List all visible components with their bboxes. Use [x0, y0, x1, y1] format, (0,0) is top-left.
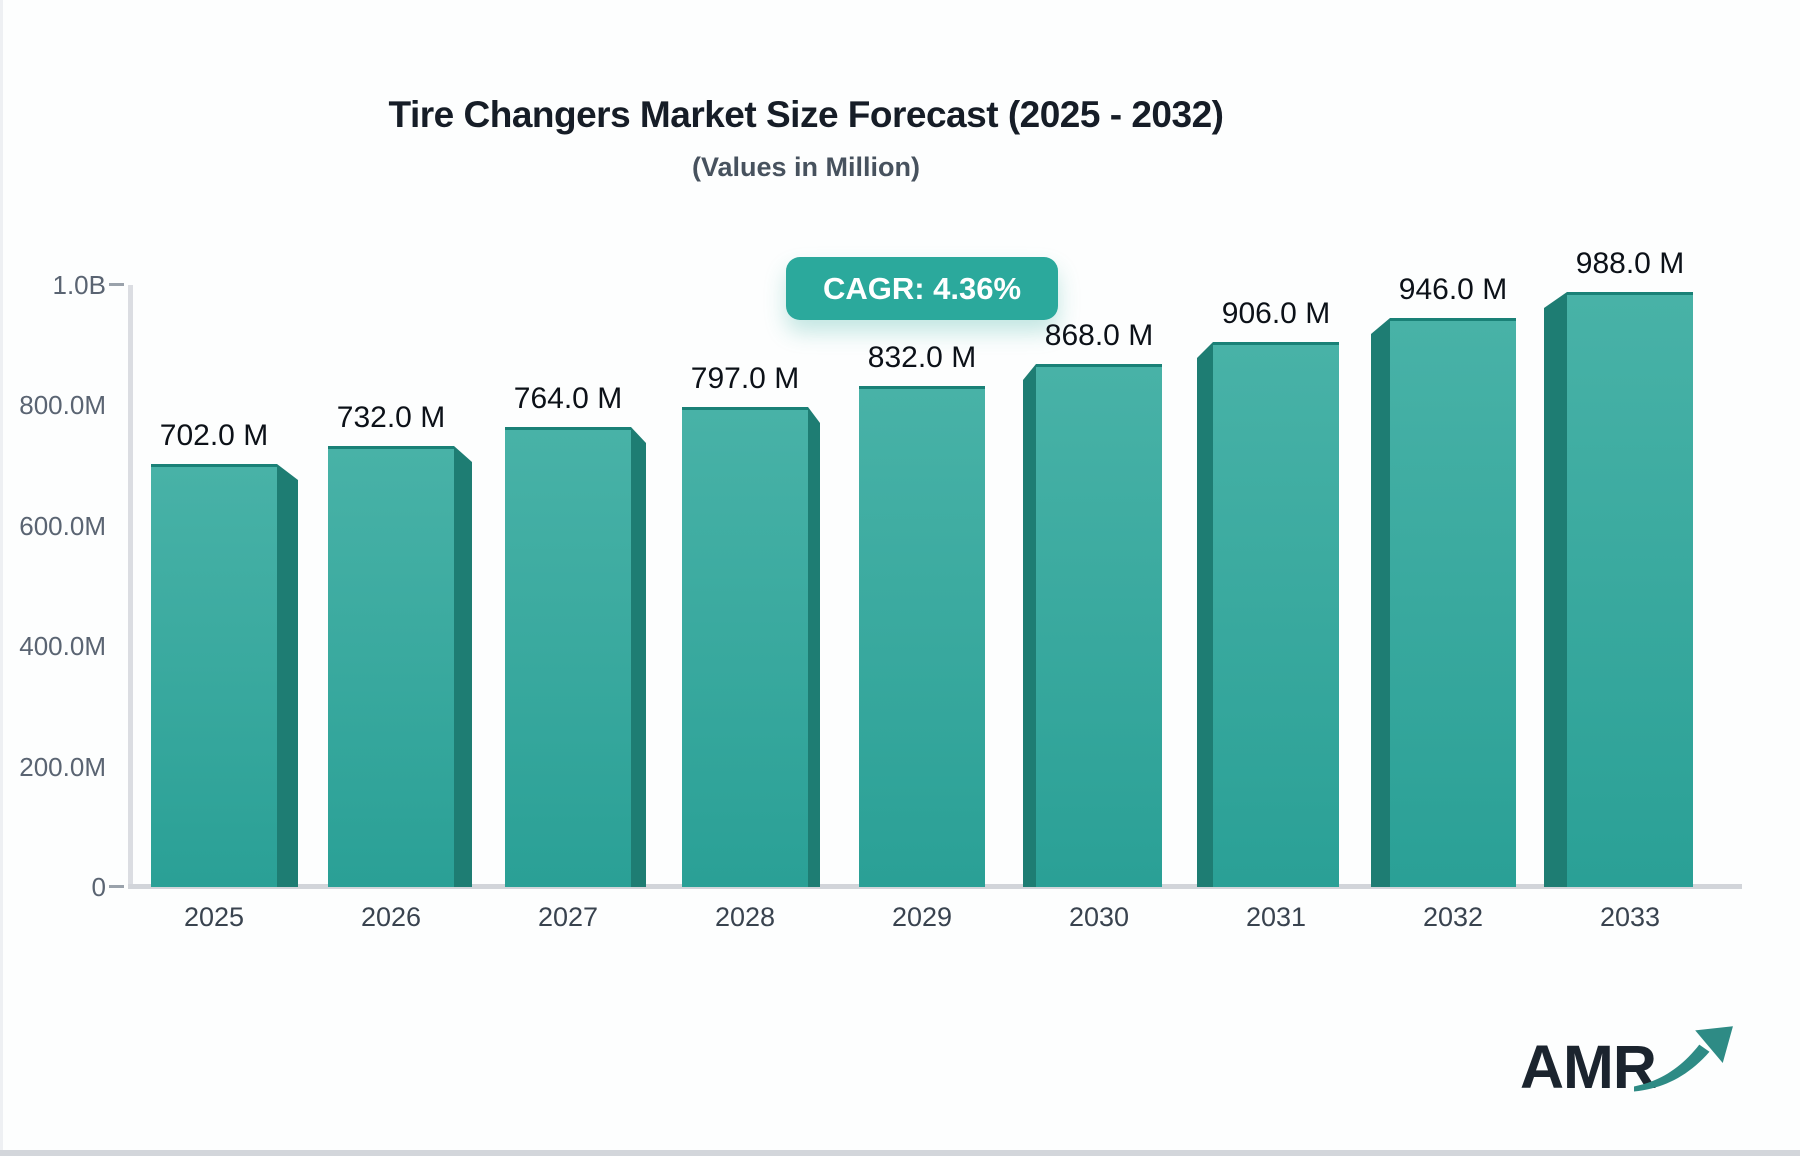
bar-value-label-2029: 832.0 M — [867, 341, 977, 374]
y-tick-label: 200.0M — [19, 752, 106, 782]
amr-logo: AMR — [1512, 1026, 1733, 1112]
bar-side-2033 — [1544, 292, 1567, 887]
x-tick-label-2028: 2028 — [714, 902, 776, 932]
bar-side-2028 — [808, 407, 820, 887]
bar-2029[interactable] — [859, 386, 985, 887]
chart-subtitle: (Values in Million) — [691, 152, 921, 182]
bar-2031[interactable] — [1213, 342, 1339, 887]
x-tick-label-2029: 2029 — [891, 902, 953, 932]
bar-side-2025 — [277, 464, 298, 887]
x-tick-label-2032: 2032 — [1422, 902, 1484, 932]
cagr-badge-label: CAGR: 4.36% — [822, 270, 1022, 306]
x-tick-label-2031: 2031 — [1245, 902, 1307, 932]
chart-header: Tire Changers Market Size Forecast (2025… — [0, 94, 1612, 183]
y-tick-label: 0 — [91, 872, 106, 902]
bar-value-label-2026: 732.0 M — [336, 401, 446, 434]
y-tick-label: 800.0M — [19, 390, 106, 420]
bar-value-label-2033: 988.0 M — [1575, 247, 1685, 280]
bar-value-label-2028: 797.0 M — [690, 362, 800, 395]
y-tick-mark — [109, 283, 124, 286]
y-tick-mark — [109, 885, 124, 888]
bar-side-2031 — [1197, 342, 1213, 887]
bar-value-label-2027: 764.0 M — [513, 382, 623, 415]
x-tick-label-2026: 2026 — [360, 902, 422, 932]
bar-value-label-2025: 702.0 M — [159, 419, 269, 452]
bar-2033[interactable] — [1567, 292, 1693, 887]
x-tick-label-2027: 2027 — [537, 902, 599, 932]
bar-value-label-2030: 868.0 M — [1044, 319, 1154, 352]
bar-value-label-2031: 906.0 M — [1221, 297, 1331, 330]
y-tick-label: 400.0M — [19, 631, 106, 661]
x-tick-label-2025: 2025 — [183, 902, 245, 932]
bar-2026[interactable] — [328, 446, 454, 887]
bar-side-2030 — [1023, 364, 1036, 887]
bar-2028[interactable] — [682, 407, 808, 887]
x-tick-label-2033: 2033 — [1599, 902, 1661, 932]
bar-side-2026 — [454, 446, 472, 887]
bar-2032[interactable] — [1390, 318, 1516, 887]
y-axis-line — [128, 285, 133, 887]
bar-side-2027 — [631, 427, 646, 887]
page-bottom-edge — [0, 1150, 1800, 1156]
page-left-edge — [0, 0, 3, 1156]
cagr-badge: CAGR: 4.36% — [786, 257, 1058, 320]
bar-value-label-2032: 946.0 M — [1398, 273, 1508, 306]
growth-arrow-icon — [1634, 1026, 1733, 1092]
y-tick-label: 600.0M — [19, 511, 106, 541]
bar-2030[interactable] — [1036, 364, 1162, 887]
chart-title: Tire Changers Market Size Forecast (2025… — [388, 94, 1224, 135]
bar-side-2032 — [1371, 318, 1390, 887]
bar-2025[interactable] — [151, 464, 277, 887]
x-tick-label-2030: 2030 — [1068, 902, 1130, 932]
y-tick-label: 1.0B — [52, 270, 107, 300]
bar-2027[interactable] — [505, 427, 631, 887]
